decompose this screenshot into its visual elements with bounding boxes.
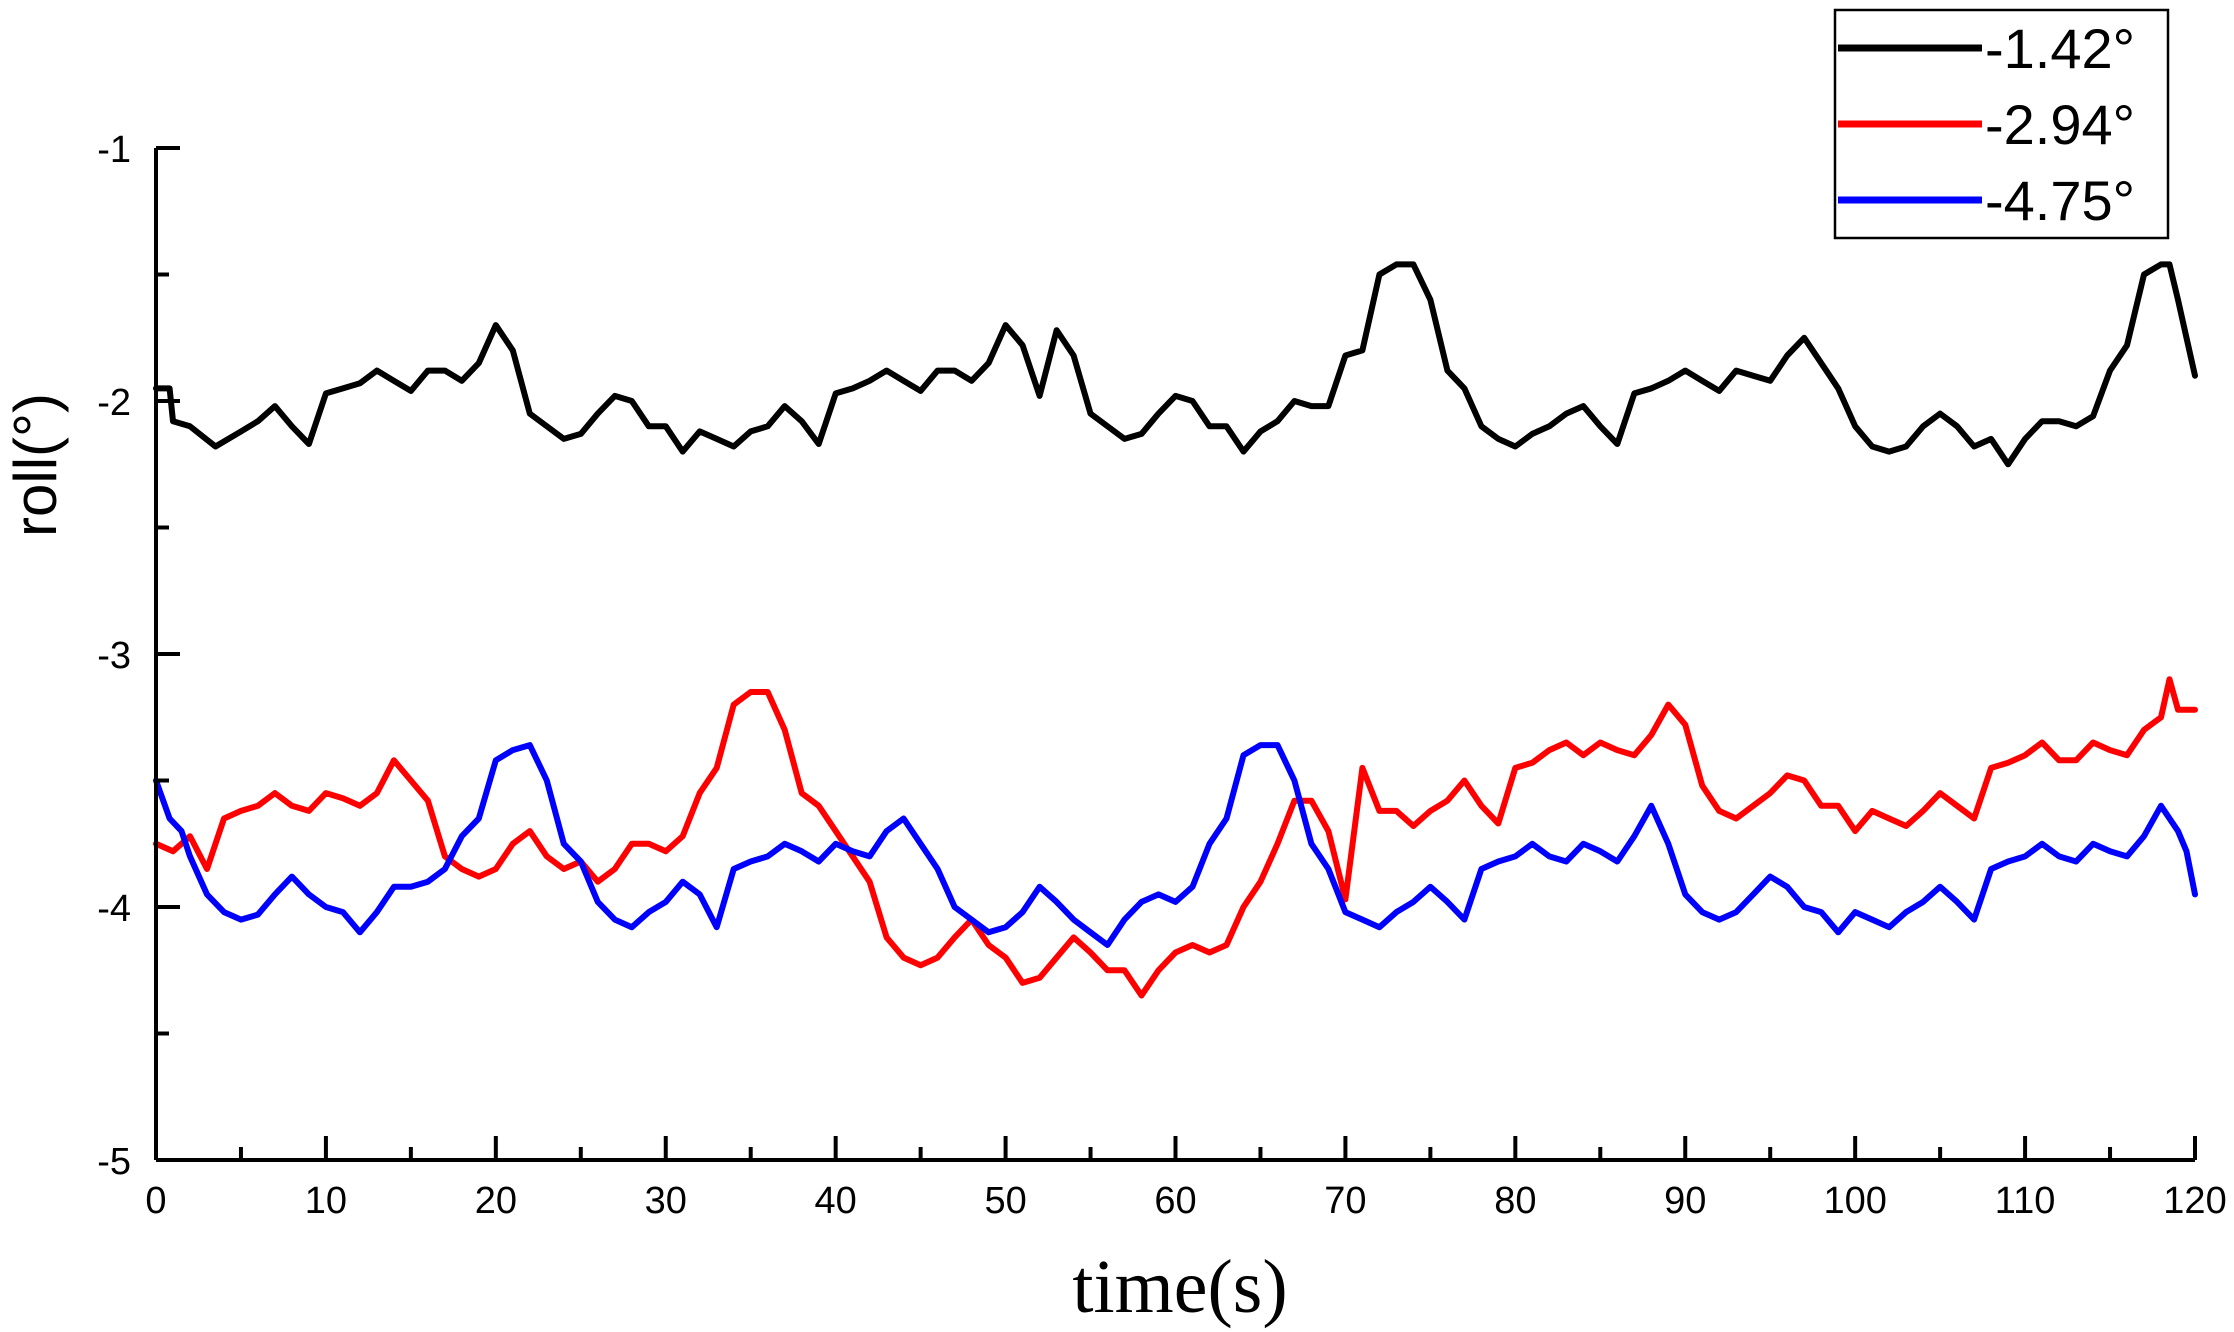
x-tick-label: 30: [645, 1180, 687, 1222]
x-tick-label: 90: [1664, 1180, 1706, 1222]
y-tick-label: -1: [97, 129, 131, 171]
x-tick-label: 110: [1995, 1180, 2056, 1222]
x-tick-label: 100: [1823, 1180, 1886, 1222]
x-axis-title: time(s): [1072, 1245, 1287, 1329]
x-tick-label: 0: [145, 1180, 166, 1222]
y-ticks: -5 -4 -3 -2 -1: [97, 129, 180, 1183]
plot-lines: [153, 261, 2198, 999]
legend-label-1: -1.42°: [1985, 17, 2135, 80]
series-line-1: [153, 261, 2198, 468]
x-tick-label: 10: [305, 1180, 347, 1222]
x-tick-label: 50: [984, 1180, 1026, 1222]
y-tick-label: -4: [97, 888, 131, 930]
x-tick-label: 80: [1494, 1180, 1536, 1222]
y-tick-label: -5: [97, 1141, 131, 1183]
legend: -1.42° -2.94° -4.75°: [1833, 8, 2170, 240]
y-tick-label: -3: [97, 635, 131, 677]
legend-label-3: -4.75°: [1985, 169, 2135, 232]
x-tick-label: 120: [2163, 1180, 2226, 1222]
axes: [154, 148, 2195, 1162]
x-tick-label: 70: [1324, 1180, 1366, 1222]
y-tick-label: -2: [97, 382, 131, 424]
legend-label-2: -2.94°: [1985, 93, 2135, 156]
x-ticks: 0 10 20 30 40 50 60 70 80 90 100 110 120: [145, 1136, 2227, 1222]
x-tick-label: 40: [815, 1180, 857, 1222]
y-axis-title: roll(°): [2, 393, 69, 537]
x-tick-label: 60: [1154, 1180, 1196, 1222]
series-line-3: [153, 742, 2198, 948]
series-line-2: [153, 676, 2198, 999]
x-tick-label: 20: [475, 1180, 517, 1222]
